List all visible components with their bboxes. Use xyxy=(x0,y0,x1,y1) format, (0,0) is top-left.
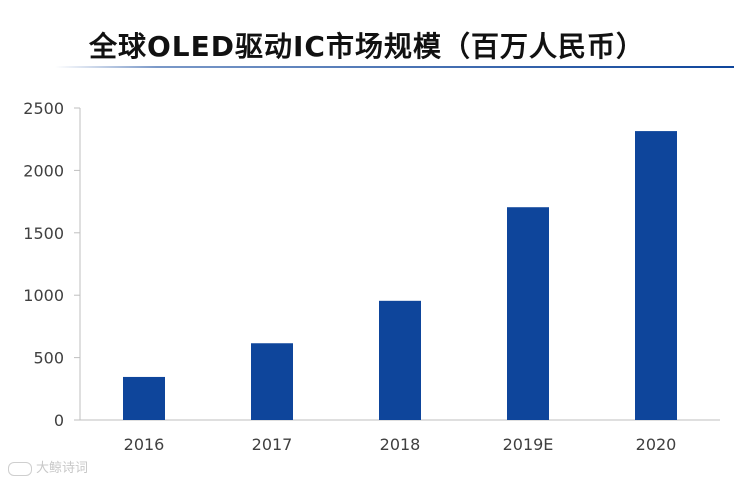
y-tick-label: 2000 xyxy=(23,161,64,180)
bar-2020 xyxy=(635,131,677,420)
watermark: 大鲸诗词 xyxy=(8,457,88,476)
y-tick-label: 1500 xyxy=(23,224,64,243)
bar-2016 xyxy=(123,376,165,420)
x-axis: 2016 2017 2018 2019E 2020 xyxy=(80,419,720,454)
x-tick-label: 2017 xyxy=(252,435,293,454)
y-tick-label: 500 xyxy=(33,349,64,368)
watermark-logo-icon xyxy=(8,461,32,476)
x-tick-label: 2020 xyxy=(636,435,677,454)
chart-title: 全球OLED驱动IC市场规模（百万人民币） xyxy=(89,30,645,63)
y-tick-label: 1000 xyxy=(23,286,64,305)
bar-2017 xyxy=(251,343,293,420)
bar-2019E xyxy=(507,207,549,420)
title-underline xyxy=(55,66,734,68)
y-tick-label: 0 xyxy=(54,411,64,430)
y-tick-label: 2500 xyxy=(23,99,64,118)
x-tick-label: 2019E xyxy=(503,435,554,454)
bar-2018 xyxy=(379,300,421,420)
bars xyxy=(123,131,677,420)
y-axis: 0 500 1000 1500 2000 2500 xyxy=(23,99,81,430)
watermark-text: 大鲸诗词 xyxy=(36,461,89,476)
x-tick-label: 2016 xyxy=(124,435,165,454)
x-tick-label: 2018 xyxy=(380,435,421,454)
